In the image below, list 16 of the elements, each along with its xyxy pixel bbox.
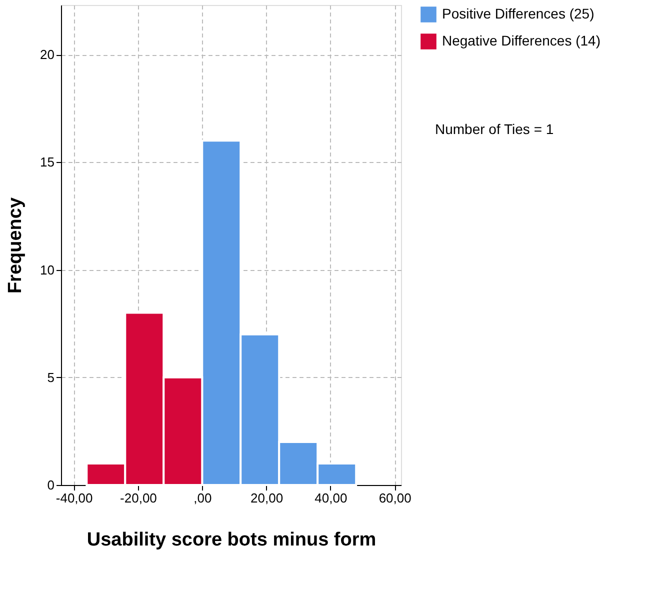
- x-tick-label: -20,00: [120, 490, 157, 506]
- legend-label: Negative Differences (14): [442, 32, 600, 48]
- legend-label: Positive Differences (25): [442, 6, 594, 22]
- y-axis-title: Frequency: [5, 197, 26, 294]
- y-tick-label: 20: [40, 47, 54, 62]
- x-tick-label: 60,00: [378, 490, 412, 506]
- x-tick-label: ,00: [194, 490, 212, 506]
- y-tick-label: 5: [47, 370, 54, 385]
- y-tick-label: 15: [40, 154, 54, 170]
- x-axis-title: Usability score bots minus form: [86, 530, 376, 550]
- y-tick-label: 0: [47, 478, 54, 492]
- text: Number of Ties = 1: [435, 121, 554, 137]
- x-tick-label: -40,00: [56, 490, 93, 506]
- x-tick-label: 20,00: [250, 490, 284, 506]
- y-tick-label: 10: [40, 262, 54, 278]
- x-tick-label: 40,00: [314, 490, 348, 506]
